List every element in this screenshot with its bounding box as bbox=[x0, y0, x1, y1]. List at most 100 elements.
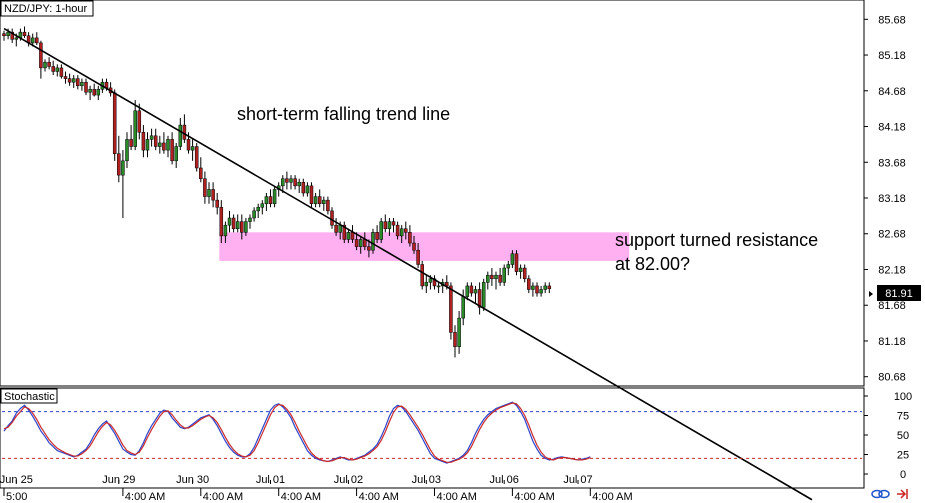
candle-body bbox=[141, 131, 146, 151]
stochastic-title: Stochastic bbox=[4, 391, 55, 403]
candle bbox=[166, 135, 170, 158]
candle-body bbox=[305, 185, 310, 194]
candle-body bbox=[207, 189, 211, 197]
candle bbox=[67, 73, 72, 86]
candle bbox=[514, 250, 519, 276]
candle bbox=[264, 193, 269, 211]
candle bbox=[375, 225, 379, 244]
candle bbox=[203, 171, 207, 204]
candles-group bbox=[2, 26, 552, 358]
x-date-label: Jul 07 bbox=[563, 474, 592, 486]
candle-body bbox=[502, 267, 506, 283]
stochastic-y-tick-label: 100 bbox=[894, 391, 912, 403]
candle-body bbox=[272, 189, 277, 204]
y-tick-label: 81.18 bbox=[878, 336, 906, 348]
y-tick-label: 80.68 bbox=[878, 372, 906, 384]
candle-body bbox=[281, 178, 285, 187]
candle-body bbox=[10, 31, 14, 40]
candle-body bbox=[178, 124, 183, 147]
candle-body bbox=[473, 289, 478, 294]
time-label: 4:00 AM bbox=[281, 491, 321, 503]
link-icon[interactable] bbox=[871, 489, 890, 499]
candle bbox=[194, 142, 199, 172]
candle bbox=[22, 26, 27, 38]
candle bbox=[371, 228, 375, 254]
candle-body bbox=[330, 210, 334, 226]
candle-body bbox=[125, 139, 129, 162]
candle bbox=[395, 221, 400, 240]
candle bbox=[272, 185, 277, 208]
candle-body bbox=[506, 264, 511, 269]
candle-body bbox=[84, 81, 88, 93]
candle-body bbox=[367, 246, 371, 251]
candle bbox=[518, 264, 523, 279]
candle bbox=[215, 193, 219, 215]
candle bbox=[539, 285, 543, 297]
candle-body bbox=[47, 61, 51, 67]
candle-body bbox=[174, 146, 178, 162]
candle-body bbox=[211, 189, 215, 201]
stochastic-y-tick-label: 50 bbox=[897, 430, 909, 442]
candle-body bbox=[59, 67, 64, 77]
annotation-resistance-line2: at 82.00? bbox=[615, 254, 690, 274]
candle bbox=[416, 243, 420, 269]
candle bbox=[141, 125, 146, 158]
main-x-axis: Jun 25 Jun 29 Jun 30 Jul 01 Jul 02 Jul 03 Jul … bbox=[0, 474, 593, 486]
candle bbox=[133, 100, 137, 151]
candle bbox=[383, 214, 388, 233]
x-date-label: Jun 29 bbox=[102, 474, 135, 486]
candle-body bbox=[326, 199, 330, 212]
candle bbox=[63, 71, 68, 84]
chart-title: NZD/JPY: 1-hour bbox=[4, 3, 87, 15]
candle bbox=[248, 214, 252, 229]
time-label: 4:00 AM bbox=[203, 491, 243, 503]
candle-body bbox=[486, 274, 490, 283]
time-label: 4:00 AM bbox=[359, 491, 399, 503]
candle bbox=[490, 268, 494, 286]
candle-body bbox=[76, 78, 80, 87]
candle-body bbox=[71, 78, 76, 83]
candle-body bbox=[264, 196, 269, 204]
candle bbox=[481, 278, 486, 311]
candle bbox=[404, 221, 408, 240]
candle-body bbox=[55, 67, 60, 72]
candle-body bbox=[477, 289, 482, 308]
y-tick-label: 84.68 bbox=[878, 86, 906, 98]
candle bbox=[244, 218, 248, 236]
candle bbox=[59, 64, 64, 79]
candle bbox=[30, 33, 35, 47]
candle-body bbox=[182, 124, 187, 140]
candle bbox=[190, 139, 195, 161]
candle-body bbox=[293, 178, 297, 187]
candle-body bbox=[199, 167, 203, 179]
candle-body bbox=[22, 31, 27, 36]
candle bbox=[301, 178, 306, 197]
candle bbox=[412, 235, 416, 254]
candle bbox=[112, 89, 117, 161]
candle bbox=[47, 57, 51, 70]
candle bbox=[260, 200, 265, 215]
candle-body bbox=[145, 139, 150, 151]
candle-body bbox=[379, 221, 383, 240]
candle bbox=[235, 214, 240, 233]
candle bbox=[170, 132, 174, 165]
candle-body bbox=[395, 224, 400, 237]
candle-body bbox=[436, 285, 441, 288]
candle bbox=[531, 282, 535, 297]
candle-body bbox=[510, 253, 515, 265]
candle bbox=[293, 175, 297, 190]
candle bbox=[96, 85, 101, 101]
candle-body bbox=[137, 110, 142, 133]
candle bbox=[346, 228, 351, 244]
candle-body bbox=[313, 196, 318, 204]
trend-line bbox=[3, 27, 813, 501]
scroll-right-icon[interactable] bbox=[897, 489, 908, 499]
candle bbox=[71, 75, 76, 88]
main-y-axis: 85.68 85.18 84.68 84.18 83.68 83.18 82.68 82.18… bbox=[864, 14, 906, 384]
candle bbox=[289, 175, 293, 190]
candle bbox=[399, 225, 404, 244]
candle-body bbox=[334, 224, 338, 233]
candle-body bbox=[465, 285, 470, 297]
candle-body bbox=[317, 196, 322, 204]
candle-body bbox=[6, 31, 10, 36]
